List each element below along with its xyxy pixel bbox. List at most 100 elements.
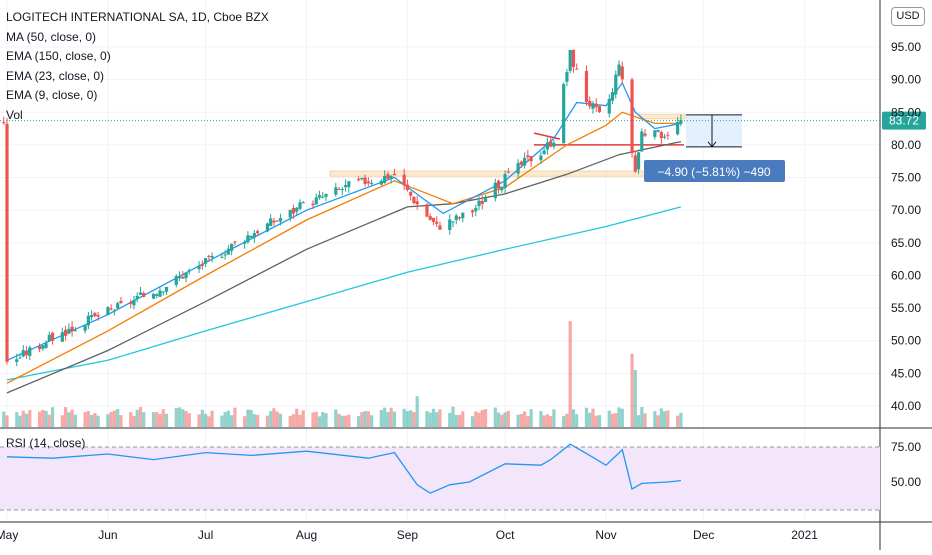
rsi-axis-label: 75.00 — [891, 440, 921, 454]
candle-body — [575, 68, 579, 70]
volume-bar — [614, 413, 618, 427]
volume-bar — [317, 416, 322, 427]
volume-bar — [643, 413, 647, 427]
candle-body — [317, 195, 322, 198]
candle-body — [298, 202, 302, 209]
candle-body — [291, 207, 296, 214]
candle-body — [155, 294, 159, 297]
indicator-ema23[interactable]: EMA (23, close, 0) — [6, 68, 105, 83]
volume-bar — [233, 407, 237, 427]
candle-body — [174, 276, 178, 285]
volume-bar — [435, 412, 439, 427]
currency-button[interactable]: USD — [891, 7, 925, 26]
volume-bar — [181, 409, 185, 427]
volume-bar — [63, 407, 68, 427]
annotations: −4.90 (−5.81%) −490 — [329, 113, 785, 182]
volume-bar — [562, 416, 566, 427]
volume-bar — [158, 413, 162, 427]
candle-body — [438, 225, 442, 230]
candle-body — [454, 215, 458, 221]
volume-bar — [112, 410, 117, 427]
candle-body — [177, 276, 182, 279]
candle-body — [405, 184, 410, 190]
volume-bar — [679, 412, 683, 427]
rsi-line — [6, 443, 681, 494]
indicator-volume[interactable]: Vol — [6, 107, 23, 122]
volume-bar — [405, 411, 410, 427]
candle-body — [187, 270, 191, 272]
candle-body — [158, 290, 162, 297]
volume-bar — [343, 415, 348, 427]
candle-body — [428, 216, 432, 220]
candle-body — [526, 155, 530, 158]
candle-body — [656, 130, 660, 132]
candle-body — [5, 123, 9, 362]
volume-bar — [96, 415, 100, 427]
candle-body — [21, 350, 25, 357]
volume-bar — [135, 409, 139, 427]
price-axis-label: 75.00 — [891, 171, 921, 185]
indicator-ema150[interactable]: EMA (150, close, 0) — [6, 49, 111, 63]
candle-body — [70, 326, 74, 332]
candle-body — [256, 231, 260, 234]
candle-body — [109, 308, 113, 310]
candle-body — [223, 254, 227, 256]
candle-body — [314, 197, 318, 205]
candle-body — [552, 142, 556, 147]
volume-bar — [529, 409, 533, 427]
volume-bar — [21, 410, 25, 427]
volume-bar — [2, 411, 6, 427]
candle-body — [614, 74, 618, 95]
candle-body — [676, 122, 680, 135]
ema150-line — [6, 206, 682, 381]
candle-body — [659, 132, 663, 139]
candle-body — [233, 241, 237, 243]
indicator-ma50[interactable]: MA (50, close, 0) — [6, 29, 97, 44]
candle-body — [67, 328, 71, 334]
candle-body — [470, 210, 475, 213]
candle-body — [340, 189, 344, 191]
price-axis-label: 85.00 — [891, 105, 921, 119]
candle-body — [129, 302, 133, 304]
price-axis-label: 50.00 — [891, 334, 921, 348]
candle-body — [337, 188, 341, 190]
volume-bar — [187, 413, 191, 427]
candle-body — [181, 276, 185, 279]
candle-body — [636, 152, 641, 170]
candle-body — [630, 79, 634, 154]
volume-bar — [155, 412, 159, 427]
price-axis-label: 70.00 — [891, 203, 921, 217]
volume-bar — [523, 411, 527, 427]
volume-bar — [249, 409, 253, 427]
volume-bar — [379, 409, 383, 427]
candle-body — [151, 293, 156, 299]
candle-body — [73, 330, 77, 332]
time-axis-label: Jun — [98, 528, 117, 542]
volume-bar — [493, 407, 497, 427]
volume-bar — [151, 412, 156, 427]
volume-bar — [324, 413, 328, 427]
candle-body — [138, 292, 143, 295]
candle-body — [83, 325, 87, 331]
volume-bar — [594, 415, 598, 427]
candle-body — [44, 343, 48, 348]
candle-body — [161, 291, 165, 293]
volume-bar — [207, 416, 211, 427]
indicator-ema9[interactable]: EMA (9, close, 0) — [6, 88, 98, 102]
candle-body — [210, 255, 214, 258]
time-axis-label: Aug — [296, 528, 317, 542]
volume-bar — [640, 407, 644, 427]
chart-title: LOGITECH INTERNATIONAL SA, 1D, Cboe BZX — [6, 10, 269, 24]
candle-body — [278, 218, 283, 222]
volume-bar — [666, 410, 670, 427]
rsi-legend[interactable]: RSI (14, close) — [6, 436, 86, 450]
candle-body — [480, 200, 484, 204]
candle-body — [425, 204, 429, 217]
volume-bar — [568, 321, 572, 427]
volume-bar — [288, 415, 292, 427]
candle-body — [620, 66, 624, 80]
volume-bar — [321, 412, 325, 427]
volume-bar — [83, 412, 87, 427]
